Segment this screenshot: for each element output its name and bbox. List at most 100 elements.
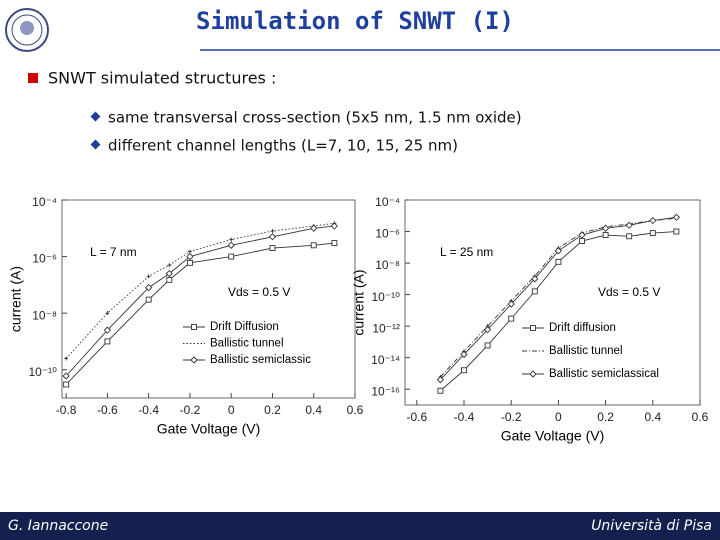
marker-diamond bbox=[507, 300, 515, 308]
marker-square bbox=[331, 240, 338, 247]
marker-square bbox=[104, 338, 111, 345]
marker-diamond bbox=[62, 372, 70, 380]
y-tick-label: 10⁻⁶ bbox=[375, 227, 400, 241]
annotation: L = 7 nm bbox=[90, 245, 137, 259]
marker-square bbox=[602, 232, 609, 238]
marker-diamond bbox=[190, 356, 198, 364]
bullet-square bbox=[28, 73, 38, 83]
marker-diamond bbox=[436, 376, 445, 384]
x-tick-label: 0 bbox=[228, 403, 235, 417]
footer-affiliation: Università di Pisa bbox=[591, 518, 712, 534]
marker-square bbox=[461, 367, 467, 374]
marker-square bbox=[555, 258, 562, 265]
marker-square bbox=[63, 381, 70, 388]
marker-cross bbox=[187, 249, 192, 254]
marker-diamond bbox=[529, 370, 537, 378]
marker-square bbox=[531, 288, 538, 295]
legend-label: Ballistic tunnel bbox=[210, 338, 284, 350]
x-tick-label: -0.8 bbox=[56, 403, 77, 417]
legend-label: Ballistic semiclassical bbox=[549, 368, 659, 380]
marker-cross bbox=[229, 237, 234, 242]
y-tick-label: 10⁻¹⁴ bbox=[371, 353, 400, 367]
y-tick-label: 10⁻⁸ bbox=[32, 308, 57, 322]
y-tick-label: 10⁻¹⁰ bbox=[29, 365, 58, 379]
marker-square bbox=[530, 325, 536, 331]
sub-bullet-icon bbox=[90, 139, 101, 150]
marker-diamond bbox=[186, 252, 194, 261]
university-logo bbox=[5, 8, 49, 52]
sub-bullet-icon bbox=[90, 111, 101, 122]
marker-diamond bbox=[460, 350, 468, 359]
x-tick-label: -0.6 bbox=[406, 410, 427, 424]
footer-bar bbox=[0, 512, 720, 540]
marker-square bbox=[508, 315, 515, 322]
marker-diamond bbox=[268, 233, 277, 241]
y-tick-label: 10⁻⁶ bbox=[32, 252, 57, 266]
marker-square bbox=[166, 276, 173, 283]
footer-author: G. Iannaccone bbox=[8, 518, 108, 534]
series-line bbox=[65, 222, 335, 359]
marker-square bbox=[673, 228, 680, 235]
marker-cross bbox=[146, 274, 151, 279]
marker-cross bbox=[270, 229, 275, 234]
x-axis-label: Gate Voltage (V) bbox=[157, 421, 261, 437]
marker-square bbox=[649, 230, 656, 237]
plot-frame bbox=[404, 199, 701, 406]
marker-diamond bbox=[483, 326, 492, 334]
marker-cross bbox=[167, 263, 172, 268]
annotation: Vds = 0.5 V bbox=[598, 285, 660, 299]
x-tick-label: 0.2 bbox=[264, 403, 281, 417]
y-tick-label: 10⁻¹⁶ bbox=[371, 384, 400, 398]
legend-label: Ballistic semiclassic bbox=[210, 354, 311, 366]
sub-bullet-text: same transversal cross-section (5x5 nm, … bbox=[108, 109, 522, 127]
x-tick-label: 0.4 bbox=[305, 403, 322, 417]
y-tick-label: 10⁻¹² bbox=[372, 321, 400, 335]
x-tick-label: -0.2 bbox=[501, 410, 522, 424]
x-axis-label: Gate Voltage (V) bbox=[501, 428, 605, 444]
marker-diamond bbox=[625, 221, 633, 229]
y-tick-label: 10⁻¹⁰ bbox=[372, 290, 401, 304]
sub-bullet-text: different channel lengths (L=7, 10, 15, … bbox=[108, 137, 458, 155]
marker-square bbox=[145, 296, 152, 303]
x-tick-label: -0.2 bbox=[180, 403, 201, 417]
marker-diamond bbox=[330, 222, 339, 230]
marker-square bbox=[437, 387, 444, 394]
marker-square bbox=[191, 324, 197, 330]
chart: -0.6 -0.4 -0.2 0 0.2 0.4 0.6 10⁻⁴ 10⁻⁶ 10⁻⁸ 10⁻¹⁰ 1… bbox=[351, 195, 709, 444]
y-axis-label: current (A) bbox=[8, 266, 24, 332]
annotation: Vds = 0.5 V bbox=[228, 285, 290, 299]
marker-diamond bbox=[310, 224, 318, 232]
marker-diamond bbox=[531, 275, 539, 283]
chart: -0.8 -0.6 -0.4 -0.2 0 0.2 0.4 0.6 10⁻⁴ 10⁻⁶ 10⁻⁸ 10… bbox=[8, 195, 364, 437]
marker-square bbox=[626, 233, 633, 240]
x-tick-label: -0.6 bbox=[97, 403, 118, 417]
annotation: L = 25 nm bbox=[440, 245, 493, 259]
y-axis-label: current (A) bbox=[351, 269, 367, 335]
marker-cross bbox=[64, 356, 69, 361]
marker-diamond bbox=[227, 241, 235, 249]
marker-square bbox=[269, 245, 276, 252]
legend-label: Drift diffusion bbox=[549, 322, 616, 334]
marker-diamond bbox=[103, 326, 112, 334]
marker-diamond bbox=[649, 216, 657, 225]
plot-frame bbox=[61, 199, 356, 399]
marker-diamond bbox=[165, 269, 173, 278]
x-tick-label: 0 bbox=[555, 410, 562, 424]
marker-square bbox=[228, 253, 235, 260]
marker-square bbox=[579, 238, 585, 244]
legend-label: Ballistic tunnel bbox=[549, 345, 623, 357]
marker-square bbox=[186, 259, 193, 266]
x-tick-label: 0.4 bbox=[644, 410, 661, 424]
y-tick-label: 10⁻⁸ bbox=[375, 258, 400, 272]
marker-diamond bbox=[672, 213, 681, 221]
marker-diamond bbox=[554, 247, 563, 255]
x-tick-label: 0.6 bbox=[692, 410, 709, 424]
marker-square bbox=[310, 242, 317, 249]
x-tick-label: 0.6 bbox=[347, 403, 364, 417]
x-tick-label: 0.2 bbox=[597, 410, 614, 424]
bullet-text: SNWT simulated structures : bbox=[48, 69, 276, 88]
legend-label: Drift Diffusion bbox=[210, 321, 279, 333]
slide-title: Simulation of SNWT (I) bbox=[196, 7, 514, 35]
